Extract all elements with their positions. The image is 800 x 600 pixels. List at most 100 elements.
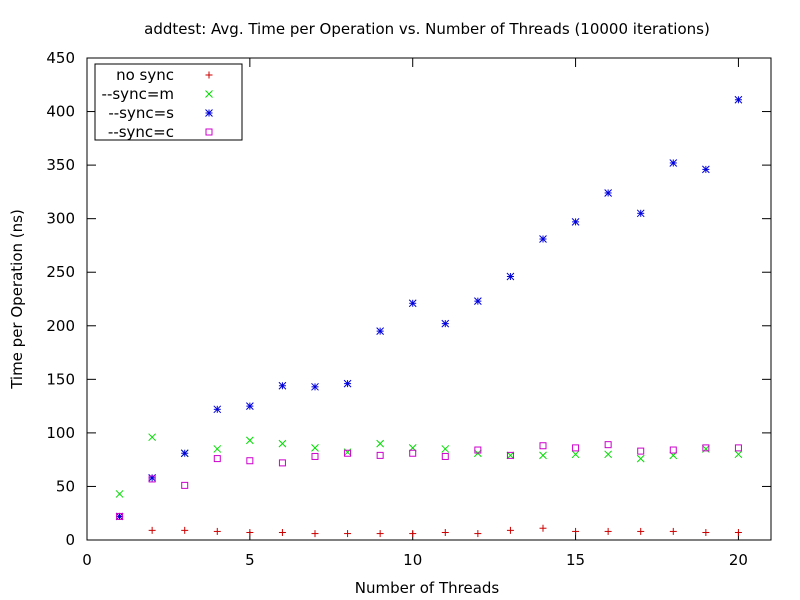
- x-tick-label: 5: [245, 551, 255, 569]
- data-point-sync-c: [409, 449, 417, 457]
- data-point-sync-s: [604, 189, 612, 197]
- x-tick-label: 10: [403, 551, 422, 569]
- data-point-sync-c: [116, 512, 124, 520]
- y-tick-label: 250: [46, 263, 75, 281]
- y-axis: 0 50 100 150 200 250 300 350 400 450: [46, 49, 771, 549]
- y-tick-label: 400: [46, 103, 75, 121]
- series-sync-m: [115, 433, 743, 498]
- data-point-sync-s: [636, 209, 645, 218]
- data-point-sync-s: [571, 218, 580, 226]
- x-axis: 0 5 10 15 20: [82, 58, 748, 569]
- data-point-no-sync: [246, 529, 254, 537]
- y-tick-label: 100: [46, 424, 75, 442]
- data-point-no-sync: [311, 530, 319, 538]
- data-point-sync-m: [571, 450, 580, 459]
- data-point-no-sync: [572, 527, 580, 535]
- data-point-sync-c: [474, 446, 482, 454]
- data-point-sync-c: [539, 442, 547, 450]
- legend-marker-sync-c: [205, 128, 213, 136]
- data-point-no-sync: [604, 527, 612, 535]
- series-sync-s: [115, 95, 743, 521]
- data-point-sync-m: [115, 490, 124, 498]
- data-point-sync-c: [604, 441, 612, 449]
- data-point-sync-s: [474, 297, 482, 305]
- y-tick-label: 450: [46, 49, 75, 67]
- data-point-sync-c: [637, 447, 645, 455]
- data-point-no-sync: [474, 530, 482, 538]
- legend-label: --sync=s: [108, 104, 174, 122]
- y-tick-label: 0: [65, 531, 75, 549]
- y-tick-label: 300: [46, 210, 75, 228]
- series-layer: [115, 95, 743, 538]
- data-point-sync-m: [148, 433, 156, 442]
- data-point-sync-m: [506, 451, 515, 460]
- data-point-sync-c: [344, 449, 352, 457]
- data-point-no-sync: [734, 529, 742, 537]
- data-point-sync-s: [734, 95, 743, 104]
- data-point-no-sync: [344, 530, 352, 538]
- data-point-sync-c: [669, 446, 677, 454]
- data-point-sync-c: [702, 444, 710, 452]
- legend-box: [94, 63, 243, 141]
- data-point-sync-c: [246, 457, 254, 465]
- data-point-sync-s: [376, 327, 384, 335]
- data-point-sync-m: [441, 445, 450, 453]
- legend: no sync--sync=m--sync=s--sync=c: [94, 63, 243, 141]
- data-point-no-sync: [278, 529, 286, 537]
- y-tick-label: 350: [46, 156, 75, 174]
- data-point-sync-c: [376, 451, 384, 459]
- data-point-sync-c: [311, 452, 319, 460]
- chart-title: addtest: Avg. Time per Operation vs. Num…: [144, 20, 710, 38]
- data-point-no-sync: [702, 529, 710, 537]
- data-point-sync-c: [278, 459, 286, 467]
- data-point-no-sync: [213, 527, 221, 535]
- data-point-sync-m: [636, 454, 645, 463]
- data-point-no-sync: [539, 524, 547, 532]
- data-point-no-sync: [506, 526, 514, 534]
- y-tick-label: 50: [56, 477, 75, 495]
- y-tick-label: 200: [46, 317, 75, 335]
- data-point-sync-s: [311, 382, 319, 391]
- data-point-sync-c: [572, 444, 580, 452]
- data-point-sync-c: [181, 481, 189, 489]
- data-point-sync-m: [213, 445, 222, 453]
- data-point-sync-s: [246, 402, 254, 410]
- data-point-no-sync: [409, 530, 417, 538]
- data-point-no-sync: [148, 526, 156, 534]
- data-point-sync-s: [441, 319, 450, 328]
- data-point-sync-s: [148, 474, 156, 482]
- data-point-sync-m: [246, 436, 254, 445]
- data-point-sync-m: [604, 450, 612, 459]
- data-point-sync-c: [441, 452, 449, 460]
- data-point-sync-s: [180, 449, 189, 458]
- data-point-sync-s: [343, 379, 352, 388]
- series-no-sync: [116, 512, 742, 538]
- y-axis-label: Time per Operation (ns): [8, 209, 26, 390]
- data-point-sync-s: [702, 165, 710, 174]
- data-point-sync-c: [213, 455, 221, 463]
- data-point-no-sync: [441, 529, 449, 537]
- x-tick-label: 0: [82, 551, 92, 569]
- plot-area: [86, 57, 772, 541]
- data-point-sync-s: [408, 299, 417, 308]
- series-sync-c: [116, 441, 742, 520]
- x-tick-label: 20: [729, 551, 748, 569]
- x-axis-label: Number of Threads: [355, 579, 500, 597]
- data-point-sync-s: [539, 235, 547, 243]
- data-point-sync-c: [734, 444, 742, 452]
- data-point-sync-c: [148, 475, 156, 483]
- data-point-sync-s: [278, 381, 287, 390]
- data-point-sync-s: [669, 159, 678, 167]
- data-point-sync-m: [311, 444, 319, 452]
- legend-marker-sync-m: [205, 90, 213, 98]
- legend-label: no sync: [116, 66, 174, 84]
- data-point-sync-s: [115, 512, 124, 521]
- data-point-no-sync: [669, 527, 677, 535]
- data-point-sync-m: [539, 451, 547, 460]
- data-point-sync-m: [376, 439, 384, 448]
- x-tick-label: 15: [566, 551, 585, 569]
- legend-marker-no-sync: [205, 71, 213, 79]
- data-point-sync-c: [506, 451, 514, 459]
- legend-label: --sync=m: [102, 85, 174, 103]
